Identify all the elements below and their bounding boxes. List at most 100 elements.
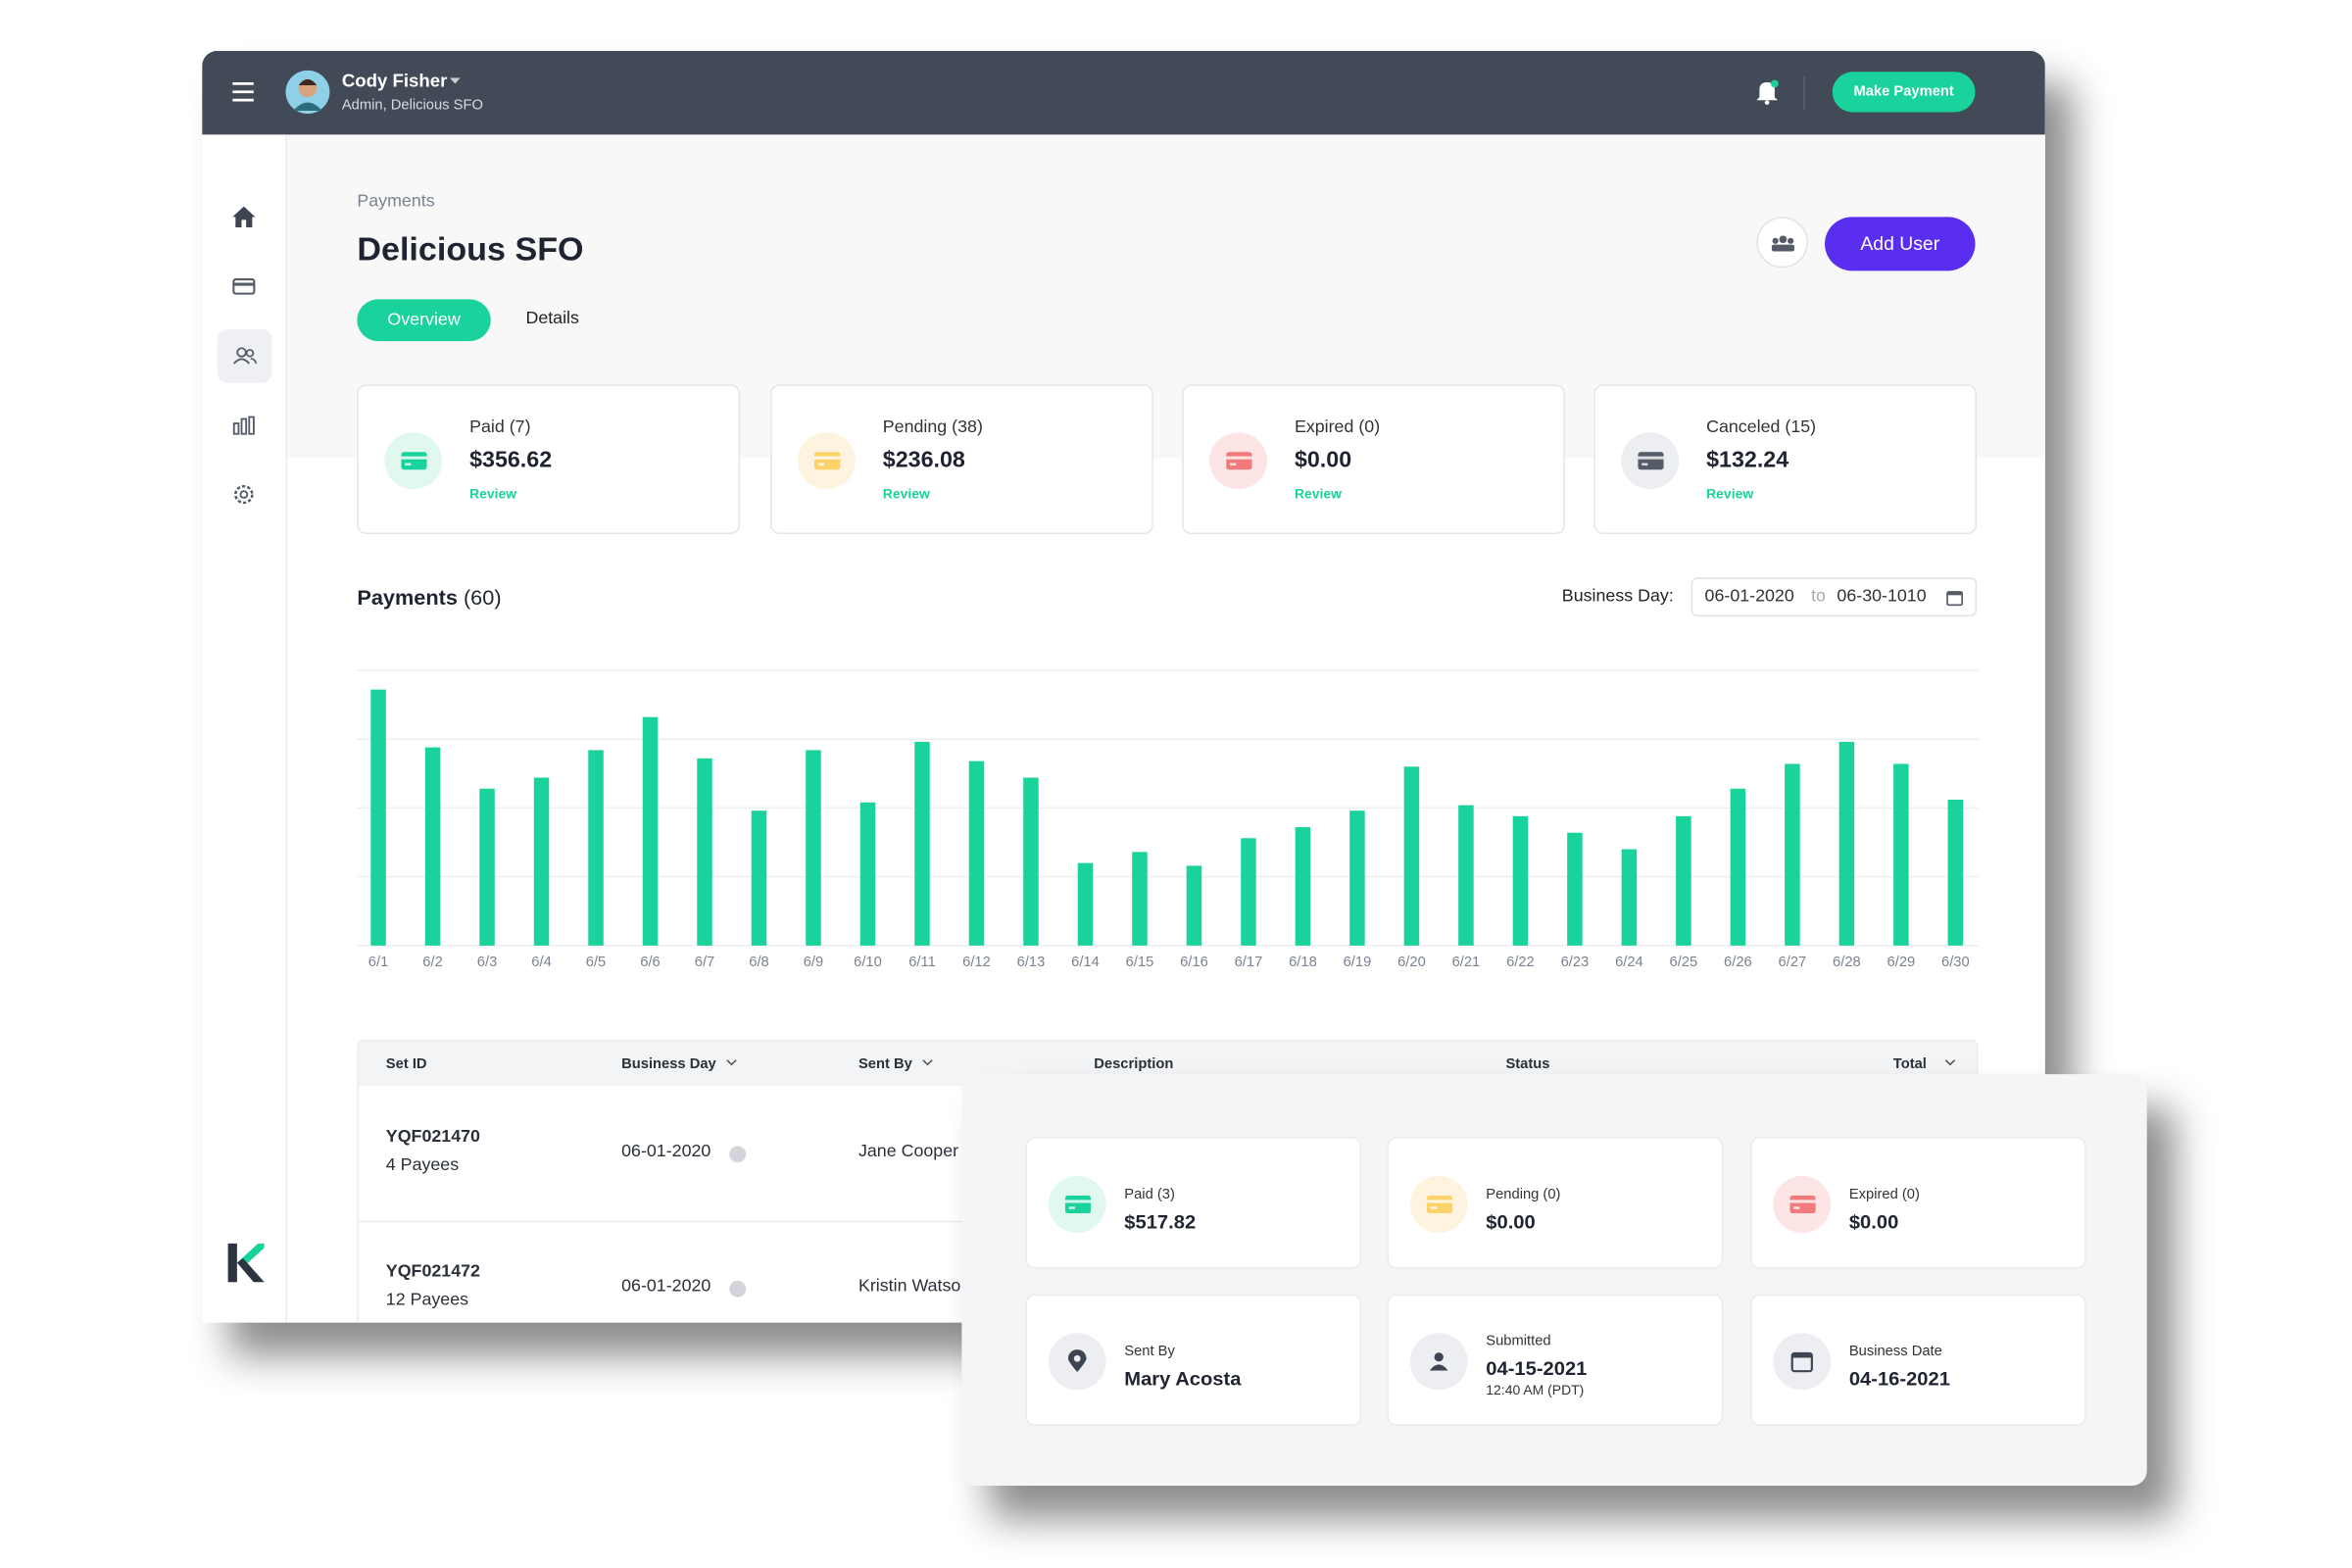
sent-by: Kristin Watson [858,1277,971,1297]
business-day: 06-01-2020 [621,1277,711,1297]
user-role: Admin, Delicious SFO [341,97,483,115]
x-tick-label: 6/22 [1506,955,1535,970]
sidebar [202,134,288,1323]
detail-card: Pending (0) $0.00 [1387,1137,1724,1269]
set-id: YQF021470 [385,1128,480,1147]
card-review-link[interactable]: Review [882,486,930,502]
x-tick-label: 6/3 [477,955,497,970]
business-day: 06-01-2020 [621,1143,711,1161]
card-shape [1637,452,1663,470]
column-header: Status [1505,1055,1550,1073]
card-stripe [1637,456,1663,460]
sent-by: Jane Cooper [858,1143,959,1161]
date-filter[interactable]: 06-01-2020 to 06-30-1010 [1690,577,1978,617]
sort-caret [922,1059,933,1066]
bar-chart: 6/1 6/2 6/3 6/4 6/5 6/6 6/7 6/8 6/9 6/10 6/11 6/12 6… [357,669,1979,970]
column-header[interactable]: Business Day [621,1055,716,1073]
divider [1803,75,1805,110]
card-glyph [813,452,840,470]
detail-label: Business Date [1848,1343,1942,1360]
detail-glyph [1790,1351,1813,1373]
tab-details[interactable]: Details [525,310,579,328]
bar [1349,810,1365,946]
x-tick-label: 6/6 [640,955,660,970]
payee-count: 12 Payees [385,1291,469,1309]
bar [751,810,767,946]
card-chip [404,463,411,466]
card-amount: $132.24 [1706,447,1789,473]
card-stripe [400,456,426,460]
card-shape [1225,452,1251,470]
x-tick-label: 6/30 [1941,955,1970,970]
settings-icon[interactable] [232,483,255,506]
info-icon [729,1146,747,1163]
x-tick-label: 6/10 [854,955,882,970]
card-glyph [1064,1195,1091,1214]
card-label: Expired (0) [1294,418,1381,437]
x-tick-label: 6/21 [1452,955,1481,970]
card-glyph [400,452,426,470]
avatar[interactable] [285,70,330,115]
card-review-link[interactable]: Review [469,486,517,502]
card-chip [1792,1206,1799,1209]
bar [1512,815,1529,946]
detail-value: 04-16-2021 [1848,1367,1950,1391]
card-stripe [1064,1200,1091,1203]
detail-label: Pending (0) [1486,1186,1561,1203]
group-button[interactable] [1756,217,1808,269]
card-icon [384,432,443,490]
menu-icon[interactable] [232,81,254,102]
bar [806,750,821,946]
summary-card: Paid (7) $356.62 Review [357,384,741,535]
payments-title: Payments [357,584,458,610]
payments-count: (60) [463,584,502,610]
chart-icon[interactable] [232,416,255,435]
caret [726,1059,737,1066]
detail-icon [1773,1333,1832,1391]
card-icon [1621,432,1680,490]
x-tick-label: 6/2 [422,955,442,970]
summary-card: Pending (38) $236.08 Review [770,384,1153,535]
card-icon [1209,432,1268,490]
x-tick-label: 6/5 [586,955,606,970]
set-id: YQF021472 [385,1262,480,1281]
summary-card: Canceled (15) $132.24 Review [1593,384,1978,535]
bar [1403,766,1420,946]
card-review-link[interactable]: Review [1706,486,1754,502]
bar [533,777,550,946]
x-tick-label: 6/20 [1397,955,1426,970]
x-tick-label: 6/13 [1017,955,1046,970]
logo [227,1243,265,1283]
payments-heading: Payments (60) [357,585,501,609]
x-tick-label: 6/7 [695,955,714,970]
detail-card: Business Date 04-16-2021 [1750,1294,2086,1426]
bar [370,689,386,946]
detail-value: $517.82 [1124,1210,1197,1234]
bar [479,788,495,946]
make-payment-button[interactable]: Make Payment [1832,72,1976,113]
x-tick-label: 6/15 [1126,955,1154,970]
card-icon [1048,1175,1106,1234]
detail-glyph [1067,1349,1087,1372]
column-header[interactable]: Sent By [858,1055,912,1073]
bar [1186,865,1202,946]
bar [1893,763,1909,946]
detail-popup: Paid (3) $517.82 Pending (0) $0.00 Expired (… [961,1074,2147,1487]
column-header[interactable]: Total [1892,1055,1927,1073]
detail-icon [1048,1333,1106,1391]
breadcrumb[interactable]: Payments [357,192,435,212]
detail-card: Sent By Mary Acosta [1025,1294,1362,1426]
card-icon[interactable] [232,277,256,295]
bell-icon[interactable] [1755,79,1780,105]
group-icon [1771,235,1795,252]
sort-caret [1944,1059,1956,1066]
tab-overview[interactable]: Overview [357,299,491,342]
bar [1295,827,1311,946]
user-name[interactable]: Cody Fisher [341,70,448,92]
add-user-button[interactable]: Add User [1825,217,1976,271]
card-glyph [1637,452,1663,470]
card-review-link[interactable]: Review [1294,486,1343,502]
bar [1676,815,1691,946]
home-icon[interactable] [232,206,256,228]
